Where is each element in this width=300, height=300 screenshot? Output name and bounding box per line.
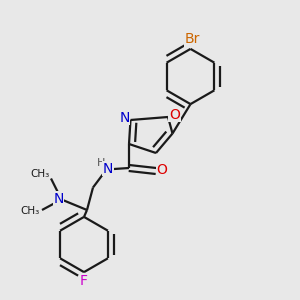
- Text: N: N: [119, 111, 130, 124]
- Text: H: H: [97, 158, 105, 169]
- Text: O: O: [169, 108, 180, 122]
- Text: N: N: [53, 192, 64, 206]
- Text: N: N: [103, 162, 113, 176]
- Text: CH₃: CH₃: [30, 169, 50, 179]
- Text: Br: Br: [184, 32, 200, 46]
- Text: F: F: [80, 274, 88, 288]
- Text: O: O: [157, 164, 167, 177]
- Text: CH₃: CH₃: [20, 206, 40, 217]
